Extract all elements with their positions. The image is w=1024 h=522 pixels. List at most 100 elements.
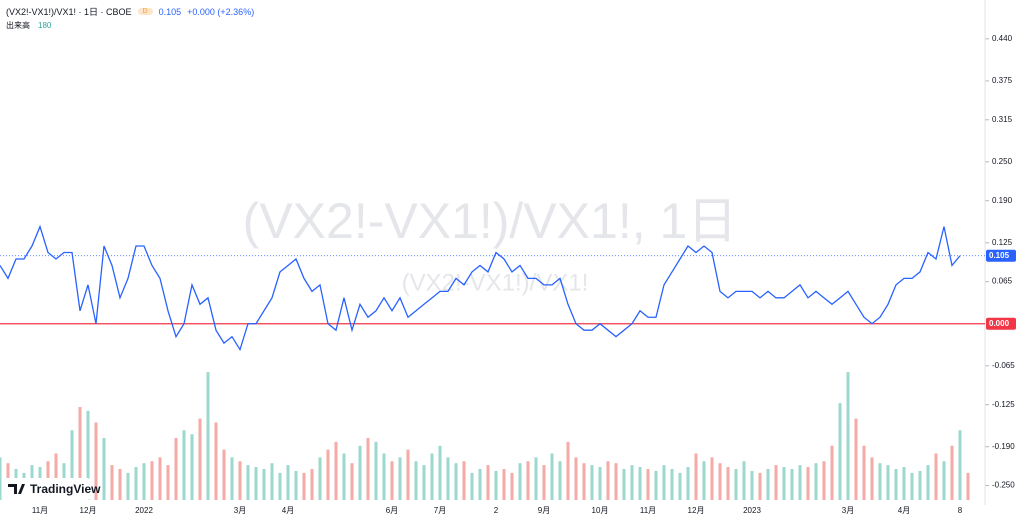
volume-bar [0,457,2,500]
volume-bar [790,469,794,500]
y-tick-label: 0.125 [992,238,1013,247]
volume-bar [742,461,746,500]
volume-bar [550,453,554,500]
x-tick-label: 3月 [234,506,246,515]
volume-name: 出来高 [6,21,30,30]
volume-bar [854,418,858,500]
volume-bar [54,453,58,500]
volume-bar [350,463,354,500]
y-tick-label: -0.065 [992,361,1015,370]
y-tick-label: -0.250 [992,481,1015,490]
volume-bar [926,465,930,500]
volume-bar [894,469,898,500]
volume-bar [918,470,922,500]
volume-bar [774,465,778,500]
volume-bar [470,472,474,500]
last-value: 0.105 [158,6,182,17]
header: (VX2!-VX1!)/VX1! · 1日 · CBOE D 0.105 +0.… [6,5,254,18]
x-tick-label: 2023 [743,506,761,515]
volume-bar [270,463,274,500]
volume-bar [654,470,658,500]
volume-bar [694,453,698,500]
volume-bar [710,457,714,500]
volume-bar [958,430,962,500]
volume-bar [758,472,762,500]
volume-bar [94,422,98,500]
change: +0.000 (+2.36%) [187,6,255,17]
volume-value: 180 [38,21,52,30]
x-tick-label: 2022 [135,506,153,515]
y-tick-label: 0.065 [992,277,1013,286]
volume-bar [302,472,306,500]
volume-bar [950,445,954,500]
volume-bar [662,465,666,500]
volume-bar [454,463,458,500]
volume-bar [878,463,882,500]
volume-bar [766,469,770,500]
volume-bar [198,418,202,500]
symbol-title: (VX2!-VX1!)/VX1! · 1日 · CBOE [6,7,132,17]
volume-bar [638,467,642,500]
y-tick-label: 0.190 [992,196,1013,205]
volume-bar [510,472,514,500]
volume-bar [78,407,82,500]
y-tick-label: 0.250 [992,157,1013,166]
volume-bar [486,465,490,500]
volume-bar [390,461,394,500]
volume-bar [142,463,146,500]
volume-bar [262,469,266,500]
volume-bar [702,461,706,500]
volume-bar [342,453,346,500]
volume-bar [934,453,938,500]
volume-bar [806,467,810,500]
y-tick-label: 0.440 [992,34,1013,43]
logo: TradingView [4,478,101,500]
volume-bar [862,445,866,500]
volume-bar [422,465,426,500]
volume-bar [398,457,402,500]
volume-bar [190,434,194,500]
x-tick-label: 11月 [640,506,656,515]
volume-bar [526,461,530,500]
volume-bar [678,472,682,500]
volume-bar [318,457,322,500]
reference-label: 0.000 [989,319,1010,328]
volume-bar [622,469,626,500]
volume-bar [606,461,610,500]
volume-bar [814,463,818,500]
volume-bar [238,461,242,500]
volume-bar [246,465,250,500]
last-value-bg [986,249,1016,262]
volume-bar [902,467,906,500]
volume-bar [294,470,298,500]
volume-bar [614,463,618,500]
volume-bar [566,441,570,500]
volume-bar [326,449,330,500]
volume-bar [966,472,970,500]
volume-bar [166,465,170,500]
reference-label-bg [986,317,1016,330]
volume-bar [798,465,802,500]
volume-bar [334,441,338,500]
x-tick-label: 2 [494,506,499,515]
interval-badge: D [137,8,153,15]
volume-bar [942,461,946,500]
volume-bar [910,472,914,500]
x-tick-label: 8 [958,506,963,515]
x-tick-label: 10月 [592,506,609,515]
y-tick-label: 0.315 [992,115,1013,124]
volume-bar [254,467,258,500]
x-tick-label: 4月 [282,506,294,515]
volume-bar [182,430,186,500]
volume-bar [886,465,890,500]
volume-bar [494,470,498,500]
volume-bar [118,469,122,500]
volume-bar [502,469,506,500]
volume-bar [102,438,106,500]
x-tick-label: 12月 [688,506,705,515]
volume-bar [174,438,178,500]
volume-bar [446,457,450,500]
x-tick-label: 3月 [842,506,854,515]
